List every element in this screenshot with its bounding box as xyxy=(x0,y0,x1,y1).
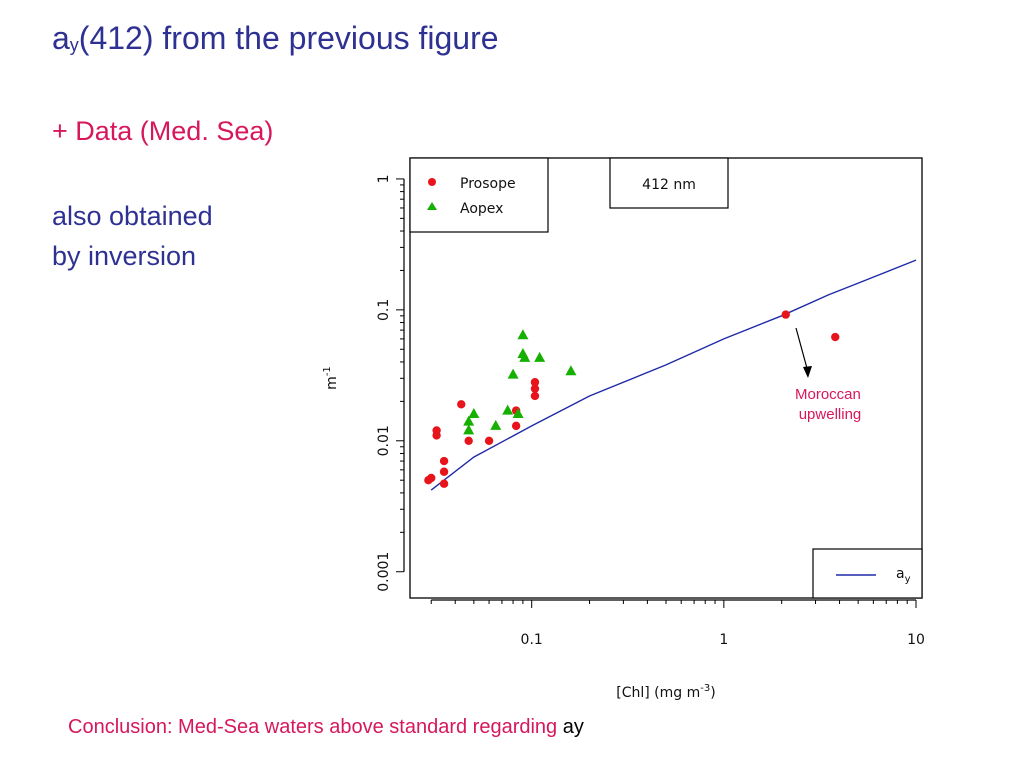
prosope-point xyxy=(432,431,441,440)
y-tick-label: 0.01 xyxy=(376,425,392,456)
legend-aopex-marker xyxy=(427,202,437,210)
conclusion-main: Conclusion: Med-Sea waters above standar… xyxy=(68,716,563,738)
x-tick-label: 1 xyxy=(719,632,728,648)
y-tick-label: 1 xyxy=(376,174,392,183)
y-tick-label: 0.1 xyxy=(376,299,392,321)
title-main: a xyxy=(52,20,70,56)
y-axis: 0.001 0.01 0.1 1 xyxy=(376,174,405,592)
x-tick-label: 10 xyxy=(907,632,925,648)
prosope-point xyxy=(530,384,540,393)
slide-title: ay(412) from the previous figure xyxy=(52,20,499,57)
chart-title: 412 nm xyxy=(642,177,696,193)
legend-prosope-marker xyxy=(428,178,436,186)
line-legend-label: ay xyxy=(896,566,911,585)
conclusion-text: Conclusion: Med-Sea waters above standar… xyxy=(68,716,584,739)
annotation-line-1: Moroccan xyxy=(795,386,861,403)
legend-symbols: Prosope Aopex xyxy=(409,157,549,233)
prosope-point xyxy=(530,391,540,401)
title-box xyxy=(609,157,729,209)
ay-line-path xyxy=(430,259,917,491)
prosope-point xyxy=(781,310,790,319)
annotation-arrow-head xyxy=(803,366,812,378)
legend-aopex-label: Aopex xyxy=(460,201,503,217)
aopex-point xyxy=(565,365,577,376)
aopex-point xyxy=(512,408,524,419)
inversion-note: also obtained by inversion xyxy=(52,196,213,276)
aopex-point xyxy=(463,424,475,435)
aopex-point xyxy=(507,368,519,379)
x-tick-label: 0.1 xyxy=(521,632,543,648)
conclusion-tail: ay xyxy=(562,716,584,738)
prosope-point xyxy=(439,456,449,466)
prosope-point xyxy=(427,473,436,483)
aopex-point xyxy=(517,329,529,340)
aopex-point xyxy=(519,351,531,362)
prosope-point xyxy=(457,400,466,409)
prosope-point xyxy=(484,436,494,445)
y-tick-label: 0.001 xyxy=(376,552,392,592)
x-axis-label: [Chl] (mg m-3) xyxy=(616,683,715,701)
annotation-arrow-line xyxy=(795,327,809,373)
note-line-1: also obtained xyxy=(52,201,213,231)
aopex-point xyxy=(468,408,480,419)
title-rest: (412) from the previous figure xyxy=(78,20,499,56)
prosope-point xyxy=(439,479,449,488)
data-points xyxy=(424,310,840,488)
legend-box xyxy=(409,157,549,233)
prosope-point xyxy=(831,332,840,342)
legend-prosope-label: Prosope xyxy=(460,176,516,192)
y-axis-label: m-1 xyxy=(322,366,340,390)
aopex-point xyxy=(534,351,546,362)
prosope-point xyxy=(439,467,449,476)
prosope-point xyxy=(464,436,473,445)
annotation-line-2: upwelling xyxy=(799,406,862,423)
title-subscript: y xyxy=(69,35,79,55)
line-legend-box xyxy=(812,548,923,599)
annotation-moroccan-upwelling: Moroccan upwelling xyxy=(795,386,865,423)
note-line-2: by inversion xyxy=(52,241,197,271)
aopex-point xyxy=(502,404,514,415)
prosope-point xyxy=(530,378,540,387)
aopex-point xyxy=(490,419,502,430)
ay-model-line xyxy=(430,259,917,491)
bullet-data-med-sea: + Data (Med. Sea) xyxy=(52,116,274,146)
prosope-point xyxy=(511,421,521,431)
aopex-point xyxy=(463,415,475,426)
x-axis: 0.1 1 10 xyxy=(430,599,925,648)
